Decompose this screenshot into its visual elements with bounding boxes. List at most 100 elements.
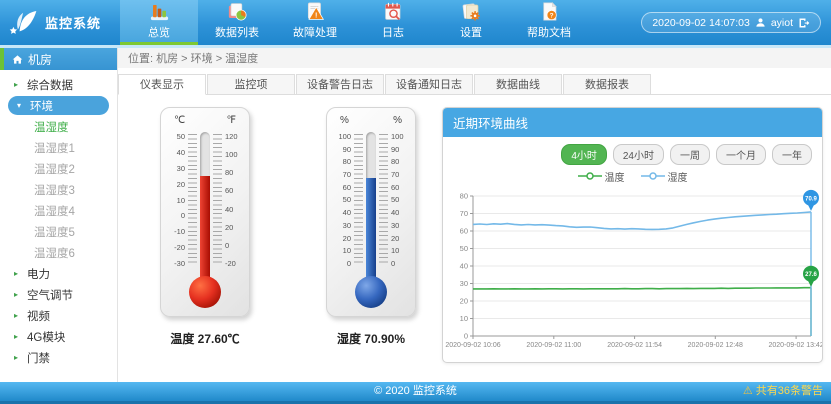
tab-data-report[interactable]: 数据报表 bbox=[563, 74, 651, 95]
svg-text:50: 50 bbox=[460, 244, 468, 253]
tab-gauge-display[interactable]: 仪表显示 bbox=[118, 74, 206, 95]
mercury-tube bbox=[200, 132, 210, 290]
sidebar-item-temp-humidity-6[interactable]: 温湿度6 bbox=[0, 242, 117, 263]
sidebar-item-4g-module[interactable]: ▸ 4G模块 bbox=[0, 326, 117, 347]
datetime: 2020-09-02 14:07:03 bbox=[652, 17, 750, 29]
nav-label: 日志 bbox=[382, 24, 404, 40]
settings-icon bbox=[459, 0, 484, 23]
sidebar-item-comprehensive-data[interactable]: ▸ 综合数据 bbox=[0, 74, 117, 95]
sidebar-item-temp-humidity[interactable]: 温湿度 bbox=[0, 116, 117, 137]
logo-leaf-icon bbox=[9, 9, 39, 36]
range-4h-button[interactable]: 4小时 bbox=[561, 144, 607, 165]
legend-item[interactable]: 湿度 bbox=[641, 169, 688, 184]
nav-label: 故障处理 bbox=[293, 24, 337, 40]
sidebar-item-power[interactable]: ▸ 电力 bbox=[0, 263, 117, 284]
tab-monitor-items[interactable]: 监控项 bbox=[207, 74, 295, 95]
temperature-gauge: ℃ ℉ 50403020100-10-20-30 120100806040200… bbox=[134, 107, 276, 382]
svg-text:2020-09-02 12:48: 2020-09-02 12:48 bbox=[688, 342, 743, 349]
sidebar-item-temp-humidity-4[interactable]: 温湿度4 bbox=[0, 200, 117, 221]
user-info[interactable]: 2020-09-02 14:07:03 ayiot bbox=[641, 12, 821, 33]
fahrenheit-unit: ℉ bbox=[226, 115, 236, 126]
collapsed-arrow-icon: ▸ bbox=[14, 290, 22, 299]
svg-text:2020-09-02 13:42: 2020-09-02 13:42 bbox=[768, 342, 823, 349]
sidebar-root-label: 机房 bbox=[28, 51, 52, 68]
sidebar-tree: ▸ 综合数据 ▾ 环境 温湿度 温湿度1 温湿度2 温湿度3 温湿度4 温湿度5… bbox=[0, 70, 117, 368]
mercury-bulb bbox=[355, 276, 387, 308]
nav-fault-handling[interactable]: ! 故障处理 bbox=[276, 0, 354, 45]
mercury-fill bbox=[200, 176, 210, 290]
legend-item[interactable]: 温度 bbox=[578, 169, 625, 184]
fault-icon: ! bbox=[303, 0, 328, 23]
svg-text:70: 70 bbox=[460, 209, 468, 218]
svg-text:2020-09-02 11:00: 2020-09-02 11:00 bbox=[526, 342, 581, 349]
nav-overview[interactable]: 总览 bbox=[120, 0, 198, 45]
gauge-group: ℃ ℉ 50403020100-10-20-30 120100806040200… bbox=[134, 107, 442, 382]
sidebar-item-environment[interactable]: ▾ 环境 bbox=[8, 96, 109, 115]
tick-marks bbox=[213, 134, 222, 266]
nav-settings[interactable]: 设置 bbox=[432, 0, 510, 45]
svg-text:10: 10 bbox=[460, 314, 468, 323]
sidebar-item-air-conditioning[interactable]: ▸ 空气调节 bbox=[0, 284, 117, 305]
nav-label: 总览 bbox=[148, 24, 170, 40]
svg-text:2020-09-02 10:06: 2020-09-02 10:06 bbox=[445, 342, 500, 349]
chart-legend[interactable]: 温度 湿度 bbox=[443, 168, 822, 184]
nav-help-docs[interactable]: ? 帮助文档 bbox=[510, 0, 588, 45]
sidebar-item-temp-humidity-5[interactable]: 温湿度5 bbox=[0, 221, 117, 242]
warning-counter[interactable]: ⚠ 共有36条警告 bbox=[743, 382, 823, 401]
panel-title: 近期环境曲线 bbox=[443, 108, 822, 137]
svg-text:0: 0 bbox=[464, 332, 468, 341]
nav-logs[interactable]: 日志 bbox=[354, 0, 432, 45]
svg-text:40: 40 bbox=[460, 262, 468, 271]
svg-text:80: 80 bbox=[460, 192, 468, 201]
main-nav: 总览 数据列表 ! 故 bbox=[120, 0, 588, 45]
svg-text:?: ? bbox=[549, 13, 553, 20]
environment-curve-panel: 近期环境曲线 4小时 24小时 一周 一个月 一年 温度湿度 010203040… bbox=[442, 107, 823, 363]
collapsed-arrow-icon: ▸ bbox=[14, 311, 22, 320]
sidebar-root-machine-room[interactable]: 机房 bbox=[0, 48, 117, 70]
help-doc-icon: ? bbox=[537, 0, 562, 23]
sidebar-item-video[interactable]: ▸ 视频 bbox=[0, 305, 117, 326]
user-icon bbox=[755, 17, 766, 28]
tab-data-curve[interactable]: 数据曲线 bbox=[474, 74, 562, 95]
logout-icon[interactable] bbox=[798, 17, 810, 29]
app-header: 监控系统 总览 数据列表 bbox=[0, 0, 831, 45]
percent-unit: % bbox=[393, 115, 402, 126]
svg-text:20: 20 bbox=[460, 297, 468, 306]
data-list-icon bbox=[225, 0, 250, 23]
celsius-scale: 50403020100-10-20-30 bbox=[166, 132, 185, 268]
range-1month-button[interactable]: 一个月 bbox=[716, 144, 766, 165]
dashboard-body: ℃ ℉ 50403020100-10-20-30 120100806040200… bbox=[118, 95, 831, 382]
humidity-scale: 1009080706050403020100 bbox=[391, 132, 410, 268]
sidebar-item-temp-humidity-2[interactable]: 温湿度2 bbox=[0, 158, 117, 179]
app-logo[interactable]: 监控系统 bbox=[0, 0, 120, 45]
fahrenheit-scale: 120100806040200-20 bbox=[225, 132, 244, 268]
content-area: 位置: 机房 > 环境 > 温湿度 仪表显示 监控项 设备警告日志 设备通知日志… bbox=[118, 48, 831, 382]
nav-data-list[interactable]: 数据列表 bbox=[198, 0, 276, 45]
percent-unit: % bbox=[340, 115, 349, 126]
range-1year-button[interactable]: 一年 bbox=[772, 144, 812, 165]
celsius-unit: ℃ bbox=[174, 115, 185, 126]
warning-text: 共有36条警告 bbox=[756, 382, 823, 401]
log-icon bbox=[381, 0, 406, 23]
humidity-scale: 1009080706050403020100 bbox=[332, 132, 351, 268]
temperature-thermometer: ℃ ℉ 50403020100-10-20-30 120100806040200… bbox=[160, 107, 250, 317]
svg-text:60: 60 bbox=[460, 227, 468, 236]
tab-device-notice-log[interactable]: 设备通知日志 bbox=[385, 74, 473, 95]
svg-text:27.6: 27.6 bbox=[805, 272, 817, 278]
sidebar-item-temp-humidity-1[interactable]: 温湿度1 bbox=[0, 137, 117, 158]
humidity-thermometer: % % 1009080706050403020100 1009080706050… bbox=[326, 107, 416, 317]
temperature-caption: 温度 27.60℃ bbox=[170, 330, 239, 347]
sidebar-item-access-control[interactable]: ▸ 门禁 bbox=[0, 347, 117, 368]
nav-label: 设置 bbox=[460, 24, 482, 40]
svg-text:!: ! bbox=[315, 12, 317, 20]
range-24h-button[interactable]: 24小时 bbox=[613, 144, 664, 165]
collapsed-arrow-icon: ▸ bbox=[14, 332, 22, 341]
app-footer: © 2020 监控系统 ⚠ 共有36条警告 bbox=[0, 382, 831, 401]
overview-icon bbox=[147, 0, 172, 23]
collapsed-arrow-icon: ▸ bbox=[14, 80, 22, 89]
tab-device-warning-log[interactable]: 设备警告日志 bbox=[296, 74, 384, 95]
humidity-caption: 湿度 70.90% bbox=[337, 330, 405, 347]
range-1week-button[interactable]: 一周 bbox=[670, 144, 710, 165]
nav-label: 数据列表 bbox=[215, 24, 259, 40]
sidebar-item-temp-humidity-3[interactable]: 温湿度3 bbox=[0, 179, 117, 200]
